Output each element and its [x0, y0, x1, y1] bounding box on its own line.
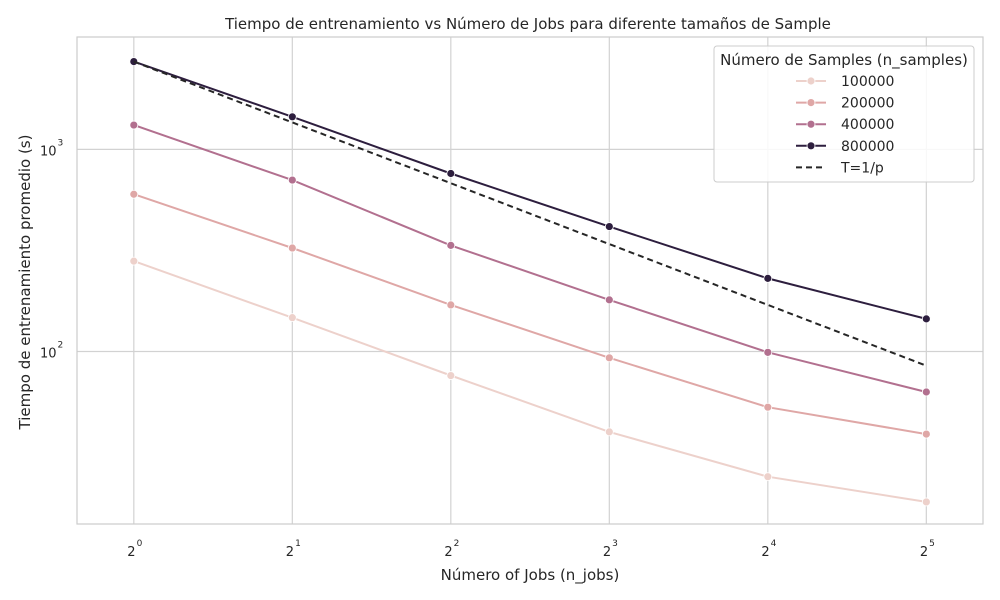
data-point — [921, 314, 931, 324]
data-point — [604, 353, 614, 363]
data-point — [446, 371, 456, 380]
series-800000 — [129, 57, 931, 324]
legend-label: T=1/p — [840, 160, 884, 176]
x-tick-label: 22 — [444, 539, 459, 560]
x-tick-label: 25 — [920, 539, 935, 560]
data-point — [446, 169, 456, 178]
legend-title: Número de Samples (n_samples) — [720, 51, 968, 70]
data-point — [287, 175, 297, 185]
series-line — [133, 260, 927, 503]
chart-title: Tiempo de entrenamiento vs Número de Job… — [224, 15, 831, 33]
series-100000 — [129, 256, 931, 507]
x-axis-label: Número of Jobs (n_jobs) — [441, 566, 620, 585]
series-line — [133, 60, 927, 367]
data-point — [763, 273, 773, 283]
data-point — [604, 295, 614, 305]
y-axis-ticks: 102 103 — [40, 138, 63, 361]
legend: Número de Samples (n_samples) 100000 2000… — [713, 45, 975, 183]
data-point — [129, 120, 139, 130]
y-tick-label: 102 — [40, 340, 63, 361]
data-point — [287, 112, 297, 122]
legend-box — [713, 45, 975, 183]
data-point — [604, 427, 614, 437]
data-point — [921, 429, 931, 439]
plot-area — [76, 36, 984, 525]
data-point — [129, 189, 139, 199]
legend-item: 200000 — [796, 96, 894, 112]
x-tick-label: 24 — [761, 539, 776, 560]
legend-label: 800000 — [841, 139, 894, 155]
data-point — [921, 387, 931, 397]
data-point — [921, 497, 931, 507]
data-point — [129, 256, 139, 266]
legend-marker — [806, 141, 816, 151]
legend-item: T=1/p — [796, 160, 884, 176]
legend-items: 100000 200000 400000 800000 T=1/p — [796, 74, 894, 176]
data-point — [763, 402, 773, 412]
series-400000 — [129, 120, 931, 397]
legend-marker — [806, 119, 816, 129]
legend-item: 400000 — [796, 117, 894, 133]
series-group — [129, 57, 931, 507]
series-line — [133, 193, 927, 436]
data-point — [446, 300, 456, 310]
legend-marker — [806, 98, 816, 107]
series-line — [133, 60, 927, 320]
data-point — [287, 243, 297, 253]
legend-label: 100000 — [841, 74, 894, 90]
series-line — [133, 124, 927, 393]
legend-label: 400000 — [841, 117, 894, 133]
legend-item: 100000 — [796, 74, 894, 90]
legend-item: 800000 — [796, 139, 894, 155]
x-tick-label: 23 — [603, 539, 618, 560]
x-tick-label: 21 — [286, 539, 301, 560]
data-point — [446, 240, 456, 250]
x-tick-label: 20 — [127, 539, 142, 560]
y-axis-label: Tiempo de entrenamiento promedio (s) — [16, 135, 34, 431]
data-point — [763, 472, 773, 482]
data-point — [763, 347, 773, 357]
x-axis-ticks: 20 21 22 23 24 25 — [127, 539, 935, 560]
series-t-1-p — [133, 60, 927, 367]
y-tick-label: 103 — [40, 138, 63, 159]
data-point — [604, 222, 614, 231]
legend-label: 200000 — [841, 96, 894, 112]
series-200000 — [129, 189, 931, 439]
legend-marker — [806, 76, 816, 86]
data-point — [287, 313, 297, 323]
